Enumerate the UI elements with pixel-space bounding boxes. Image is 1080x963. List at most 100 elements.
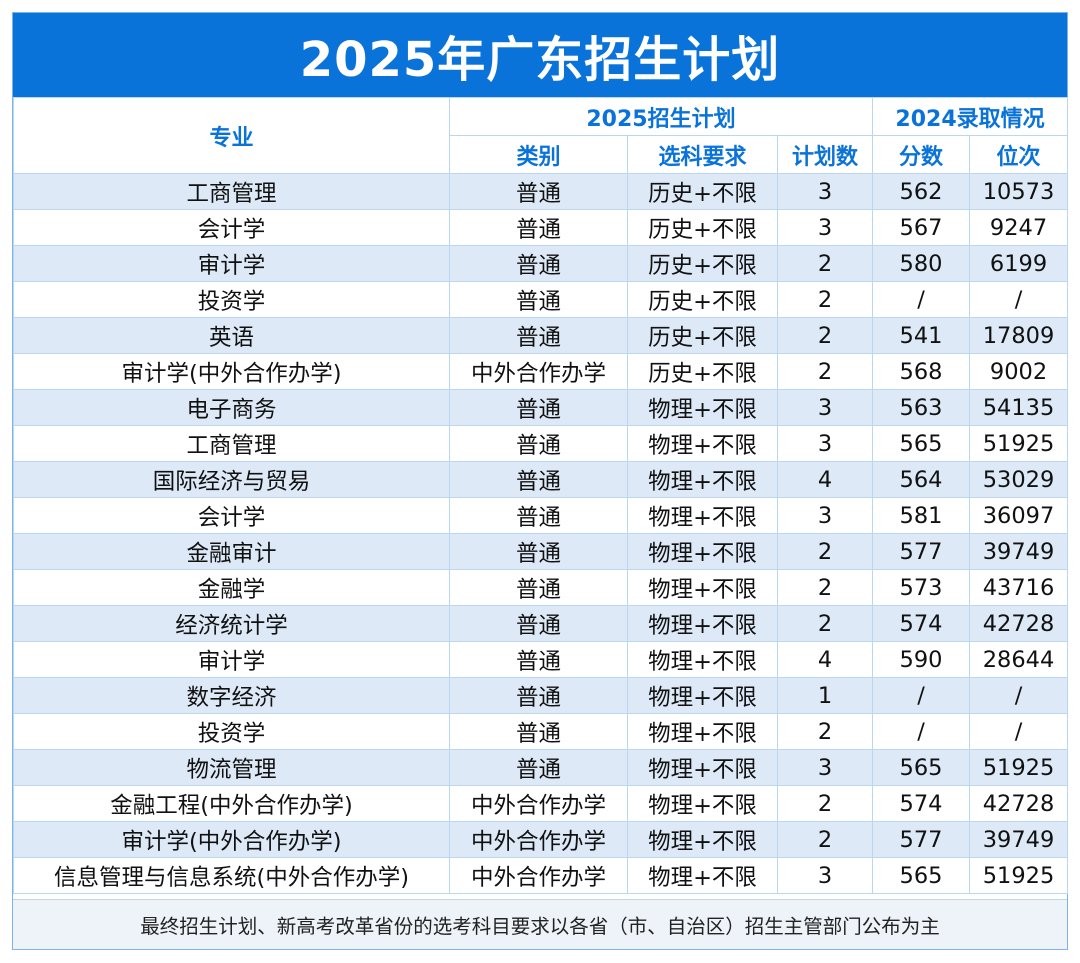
cell-plan-count: 3 [777,497,873,534]
table-row: 英语 普通 历史+不限 2 541 17809 [13,317,1069,354]
cell-rank: 43716 [968,569,1069,606]
cell-rank: 42728 [968,605,1069,642]
cell-rank: / [968,677,1069,714]
cell-plan-count: 3 [777,209,873,246]
cell-subject-requirement: 历史+不限 [627,245,778,282]
cell-category: 普通 [449,245,628,282]
cell-plan-count: 3 [777,173,873,210]
cell-major: 审计学(中外合作办学) [13,353,450,390]
cell-subject-requirement: 物理+不限 [627,569,778,606]
cell-score: 564 [872,461,970,498]
cell-rank: 42728 [968,785,1069,822]
cell-major: 信息管理与信息系统(中外合作办学) [13,857,450,894]
cell-category: 中外合作办学 [449,821,628,858]
table-row: 金融学 普通 物理+不限 2 573 43716 [13,569,1069,606]
cell-plan-count: 2 [777,353,873,390]
cell-category: 普通 [449,569,628,606]
cell-rank: 9002 [968,353,1069,390]
cell-category: 普通 [449,533,628,570]
cell-plan-count: 2 [777,605,873,642]
cell-score: 590 [872,641,970,678]
cell-subject-requirement: 物理+不限 [627,425,778,462]
cell-major: 投资学 [13,281,450,318]
cell-score: 577 [872,533,970,570]
cell-major: 审计学(中外合作办学) [13,821,450,858]
cell-score: / [872,713,970,750]
cell-major: 审计学 [13,641,450,678]
cell-plan-count: 2 [777,281,873,318]
cell-category: 普通 [449,173,628,210]
cell-subject-requirement: 物理+不限 [627,677,778,714]
cell-major: 会计学 [13,209,450,246]
cell-category: 普通 [449,389,628,426]
cell-major: 工商管理 [13,425,450,462]
cell-major: 金融学 [13,569,450,606]
table-row: 金融工程(中外合作办学) 中外合作办学 物理+不限 2 574 42728 [13,785,1069,822]
cell-category: 普通 [449,461,628,498]
cell-subject-requirement: 历史+不限 [627,173,778,210]
header-score: 分数 [872,135,970,174]
cell-category: 普通 [449,713,628,750]
cell-score: 563 [872,389,970,426]
admission-table: 专业 2025招生计划 2024录取情况 类别 选科要求 计划数 分数 位次 工… [13,97,1069,894]
cell-subject-requirement: 物理+不限 [627,461,778,498]
cell-major: 金融审计 [13,533,450,570]
table-row: 工商管理 普通 历史+不限 3 562 10573 [13,173,1069,210]
cell-subject-requirement: 物理+不限 [627,713,778,750]
table-row: 电子商务 普通 物理+不限 3 563 54135 [13,389,1069,426]
table-row: 会计学 普通 物理+不限 3 581 36097 [13,497,1069,534]
header-plan-count: 计划数 [777,135,873,174]
cell-plan-count: 3 [777,857,873,894]
table-row: 经济统计学 普通 物理+不限 2 574 42728 [13,605,1069,642]
cell-score: 577 [872,821,970,858]
cell-score: 574 [872,605,970,642]
cell-major: 会计学 [13,497,450,534]
table-row: 金融审计 普通 物理+不限 2 577 39749 [13,533,1069,570]
cell-score: 565 [872,749,970,786]
table-row: 审计学 普通 物理+不限 4 590 28644 [13,641,1069,678]
cell-score: 580 [872,245,970,282]
cell-subject-requirement: 物理+不限 [627,785,778,822]
table-row: 信息管理与信息系统(中外合作办学) 中外合作办学 物理+不限 3 565 51925 [13,857,1069,894]
header-rank: 位次 [968,135,1069,174]
cell-major: 金融工程(中外合作办学) [13,785,450,822]
table-row: 审计学 普通 历史+不限 2 580 6199 [13,245,1069,282]
cell-category: 普通 [449,749,628,786]
cell-category: 普通 [449,641,628,678]
table-row: 投资学 普通 历史+不限 2// [13,281,1069,318]
table-row: 投资学 普通 物理+不限 2// [13,713,1069,750]
cell-score: 573 [872,569,970,606]
cell-plan-count: 2 [777,713,873,750]
cell-plan-count: 4 [777,641,873,678]
table-row: 国际经济与贸易 普通 物理+不限 4 564 53029 [13,461,1069,498]
table-row: 审计学(中外合作办学) 中外合作办学 物理+不限 2 577 39749 [13,821,1069,858]
cell-category: 中外合作办学 [449,785,628,822]
cell-rank: 39749 [968,533,1069,570]
cell-rank: 54135 [968,389,1069,426]
cell-subject-requirement: 物理+不限 [627,641,778,678]
cell-plan-count: 2 [777,317,873,354]
cell-category: 普通 [449,317,628,354]
cell-major: 国际经济与贸易 [13,461,450,498]
cell-score: 541 [872,317,970,354]
cell-major: 电子商务 [13,389,450,426]
cell-major: 工商管理 [13,173,450,210]
cell-plan-count: 2 [777,785,873,822]
cell-major: 物流管理 [13,749,450,786]
cell-rank: 10573 [968,173,1069,210]
cell-category: 普通 [449,209,628,246]
cell-score: 565 [872,425,970,462]
cell-rank: 17809 [968,317,1069,354]
cell-rank: / [968,281,1069,318]
cell-rank: 36097 [968,497,1069,534]
table-row: 数字经济 普通 物理+不限 1// [13,677,1069,714]
cell-major: 英语 [13,317,450,354]
cell-score: 574 [872,785,970,822]
cell-score: 581 [872,497,970,534]
cell-subject-requirement: 物理+不限 [627,857,778,894]
cell-plan-count: 2 [777,821,873,858]
header-category: 类别 [449,135,628,174]
header-subject-requirement: 选科要求 [627,135,778,174]
cell-category: 中外合作办学 [449,857,628,894]
cell-category: 普通 [449,497,628,534]
